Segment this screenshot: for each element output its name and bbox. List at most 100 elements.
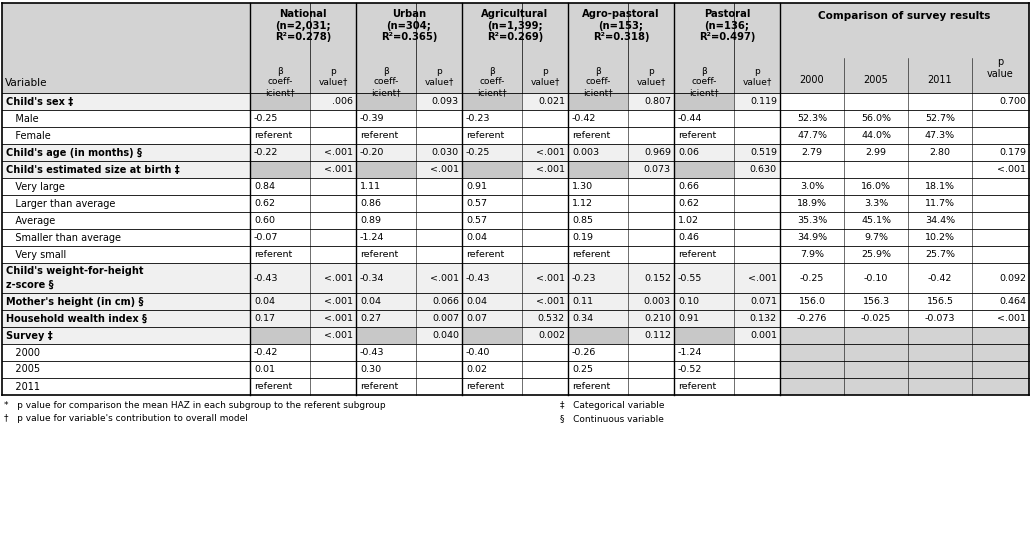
Bar (780, 212, 1029, 229)
Text: -0.20: -0.20 (360, 148, 384, 157)
Bar (734, 161, 780, 178)
Text: Comparison of survey results: Comparison of survey results (818, 11, 991, 21)
Text: 0.06: 0.06 (678, 148, 699, 157)
Text: <.001: <.001 (748, 273, 777, 282)
Text: referent: referent (466, 382, 505, 391)
Text: Agro-pastoral
(n=153;
R²=0.318): Agro-pastoral (n=153; R²=0.318) (582, 9, 660, 42)
Text: 0.62: 0.62 (678, 199, 699, 208)
Text: 0.007: 0.007 (432, 314, 459, 323)
Text: -0.10: -0.10 (864, 273, 888, 282)
Text: Mother's height (in cm) §: Mother's height (in cm) § (6, 296, 143, 307)
Text: 2005: 2005 (6, 364, 40, 374)
Text: 0.807: 0.807 (644, 97, 671, 106)
Bar (310, 178, 356, 195)
Bar (780, 327, 1029, 344)
Text: -1.24: -1.24 (360, 233, 384, 242)
Text: β
coeff-
icient†: β coeff- icient† (265, 67, 295, 97)
Bar (2, 293, 250, 310)
Text: Smaller than average: Smaller than average (6, 233, 121, 242)
Bar (522, 178, 568, 195)
Bar (568, 293, 628, 310)
Text: -0.25: -0.25 (254, 114, 278, 123)
Text: Very large: Very large (6, 181, 65, 192)
Text: 0.071: 0.071 (750, 297, 777, 306)
Text: 2011: 2011 (6, 381, 40, 392)
Text: 0.093: 0.093 (432, 97, 459, 106)
Text: referent: referent (254, 131, 293, 140)
Bar (628, 127, 674, 144)
Bar (734, 110, 780, 127)
Bar (780, 378, 1029, 395)
Text: -0.55: -0.55 (678, 273, 702, 282)
Bar (356, 293, 416, 310)
Text: 0.003: 0.003 (644, 297, 671, 306)
Text: 34.4%: 34.4% (925, 216, 955, 225)
Bar (522, 110, 568, 127)
Text: 0.04: 0.04 (466, 297, 487, 306)
Bar (356, 178, 416, 195)
Bar (310, 144, 356, 161)
Bar (674, 327, 734, 344)
Text: 1.12: 1.12 (572, 199, 593, 208)
Bar (2, 127, 250, 144)
Text: 16.0%: 16.0% (861, 182, 891, 191)
Bar (734, 344, 780, 361)
Bar (628, 195, 674, 212)
Text: referent: referent (572, 250, 610, 259)
Bar (780, 93, 1029, 110)
Text: 0.85: 0.85 (572, 216, 593, 225)
Bar (356, 110, 416, 127)
Bar (416, 127, 462, 144)
Bar (674, 263, 734, 293)
Text: <.001: <.001 (536, 273, 565, 282)
Bar (310, 195, 356, 212)
Text: 0.132: 0.132 (750, 314, 777, 323)
Bar (356, 229, 416, 246)
Text: <.001: <.001 (430, 165, 459, 174)
Bar (568, 178, 628, 195)
Text: referent: referent (572, 382, 610, 391)
Text: 0.25: 0.25 (572, 365, 593, 374)
Bar (522, 229, 568, 246)
Bar (462, 161, 522, 178)
Bar (568, 161, 628, 178)
Text: Child's estimated size at birth ‡: Child's estimated size at birth ‡ (6, 164, 179, 174)
Bar (522, 161, 568, 178)
Text: 0.27: 0.27 (360, 314, 381, 323)
Text: 35.3%: 35.3% (797, 216, 827, 225)
Text: Variable: Variable (5, 78, 47, 88)
Bar (416, 263, 462, 293)
Text: Very small: Very small (6, 249, 66, 259)
Bar (462, 378, 522, 395)
Bar (250, 229, 310, 246)
Bar (780, 229, 1029, 246)
Text: -0.34: -0.34 (360, 273, 384, 282)
Bar (628, 93, 674, 110)
Text: <.001: <.001 (324, 165, 353, 174)
Text: 2000: 2000 (799, 75, 824, 85)
Text: 0.532: 0.532 (538, 314, 565, 323)
Bar (2, 327, 250, 344)
Bar (416, 229, 462, 246)
Bar (522, 378, 568, 395)
Text: -0.07: -0.07 (254, 233, 278, 242)
Bar (674, 178, 734, 195)
Bar (310, 310, 356, 327)
Text: 25.9%: 25.9% (861, 250, 891, 259)
Bar (416, 212, 462, 229)
Text: *   p value for comparison the mean HAZ in each subgroup to the referent subgrou: * p value for comparison the mean HAZ in… (4, 401, 385, 410)
Text: 0.002: 0.002 (538, 331, 565, 340)
Text: -0.073: -0.073 (925, 314, 955, 323)
Bar (674, 310, 734, 327)
Bar (310, 110, 356, 127)
Text: 0.021: 0.021 (538, 97, 565, 106)
Text: -0.52: -0.52 (678, 365, 702, 374)
Bar (462, 361, 522, 378)
Bar (568, 144, 628, 161)
Text: -1.24: -1.24 (678, 348, 702, 357)
Bar (674, 93, 734, 110)
Bar (522, 144, 568, 161)
Text: Household wealth index §: Household wealth index § (6, 314, 147, 324)
Bar (462, 110, 522, 127)
Bar (250, 195, 310, 212)
